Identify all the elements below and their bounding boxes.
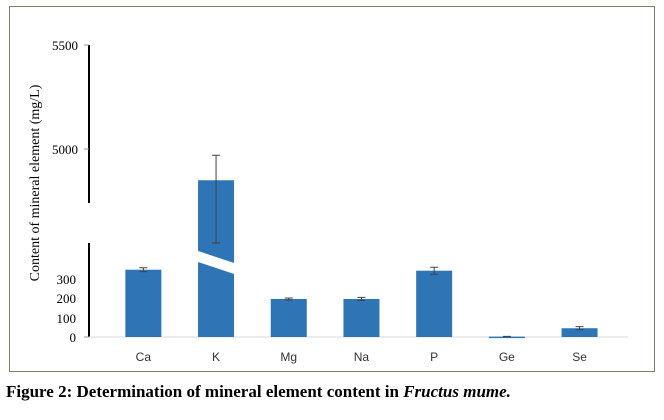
bar-chart: Content of mineral element (mg/L) 5500 5… [28,38,628,364]
error-bar-se [575,326,584,331]
x-tick-label-k: K [212,350,220,364]
caption-species: Fructus mume. [403,382,511,401]
bar-mg [270,298,307,337]
y-tick-label-200: 200 [57,291,77,306]
error-bar-k [212,154,221,244]
y-tick-label-5500: 5500 [52,38,78,53]
y-tick-label-100: 100 [57,311,77,326]
y-axis-label: Content of mineral element (mg/L) [28,84,43,281]
bar-p [416,270,453,337]
figure-caption: Figure 2: Determination of mineral eleme… [6,382,662,402]
bars-group: Ca K Mg Na P Ge Se [125,154,598,364]
error-bar-na [357,296,366,302]
bar-na [343,298,380,337]
bar-ca [125,269,162,337]
x-tick-label-ge: Ge [499,350,515,364]
x-tick-label-se: Se [572,350,587,364]
x-tick-label-p: P [430,350,438,364]
caption-prefix: Figure 2: Determination of mineral eleme… [6,382,404,401]
error-bar-p [430,266,439,275]
x-tick-label-ca: Ca [136,350,152,364]
y-tick-label-300: 300 [57,272,77,287]
bar-ge [488,336,525,339]
bar-se [561,328,598,337]
x-tick-label-na: Na [354,350,370,364]
bar-k-lower [198,262,235,337]
error-bar-ca [139,267,148,273]
figure-frame [9,6,655,372]
y-tick-label-0: 0 [70,330,77,345]
error-bar-mg [284,297,293,301]
y-tick-label-5000: 5000 [52,142,78,157]
x-tick-label-mg: Mg [280,350,297,364]
